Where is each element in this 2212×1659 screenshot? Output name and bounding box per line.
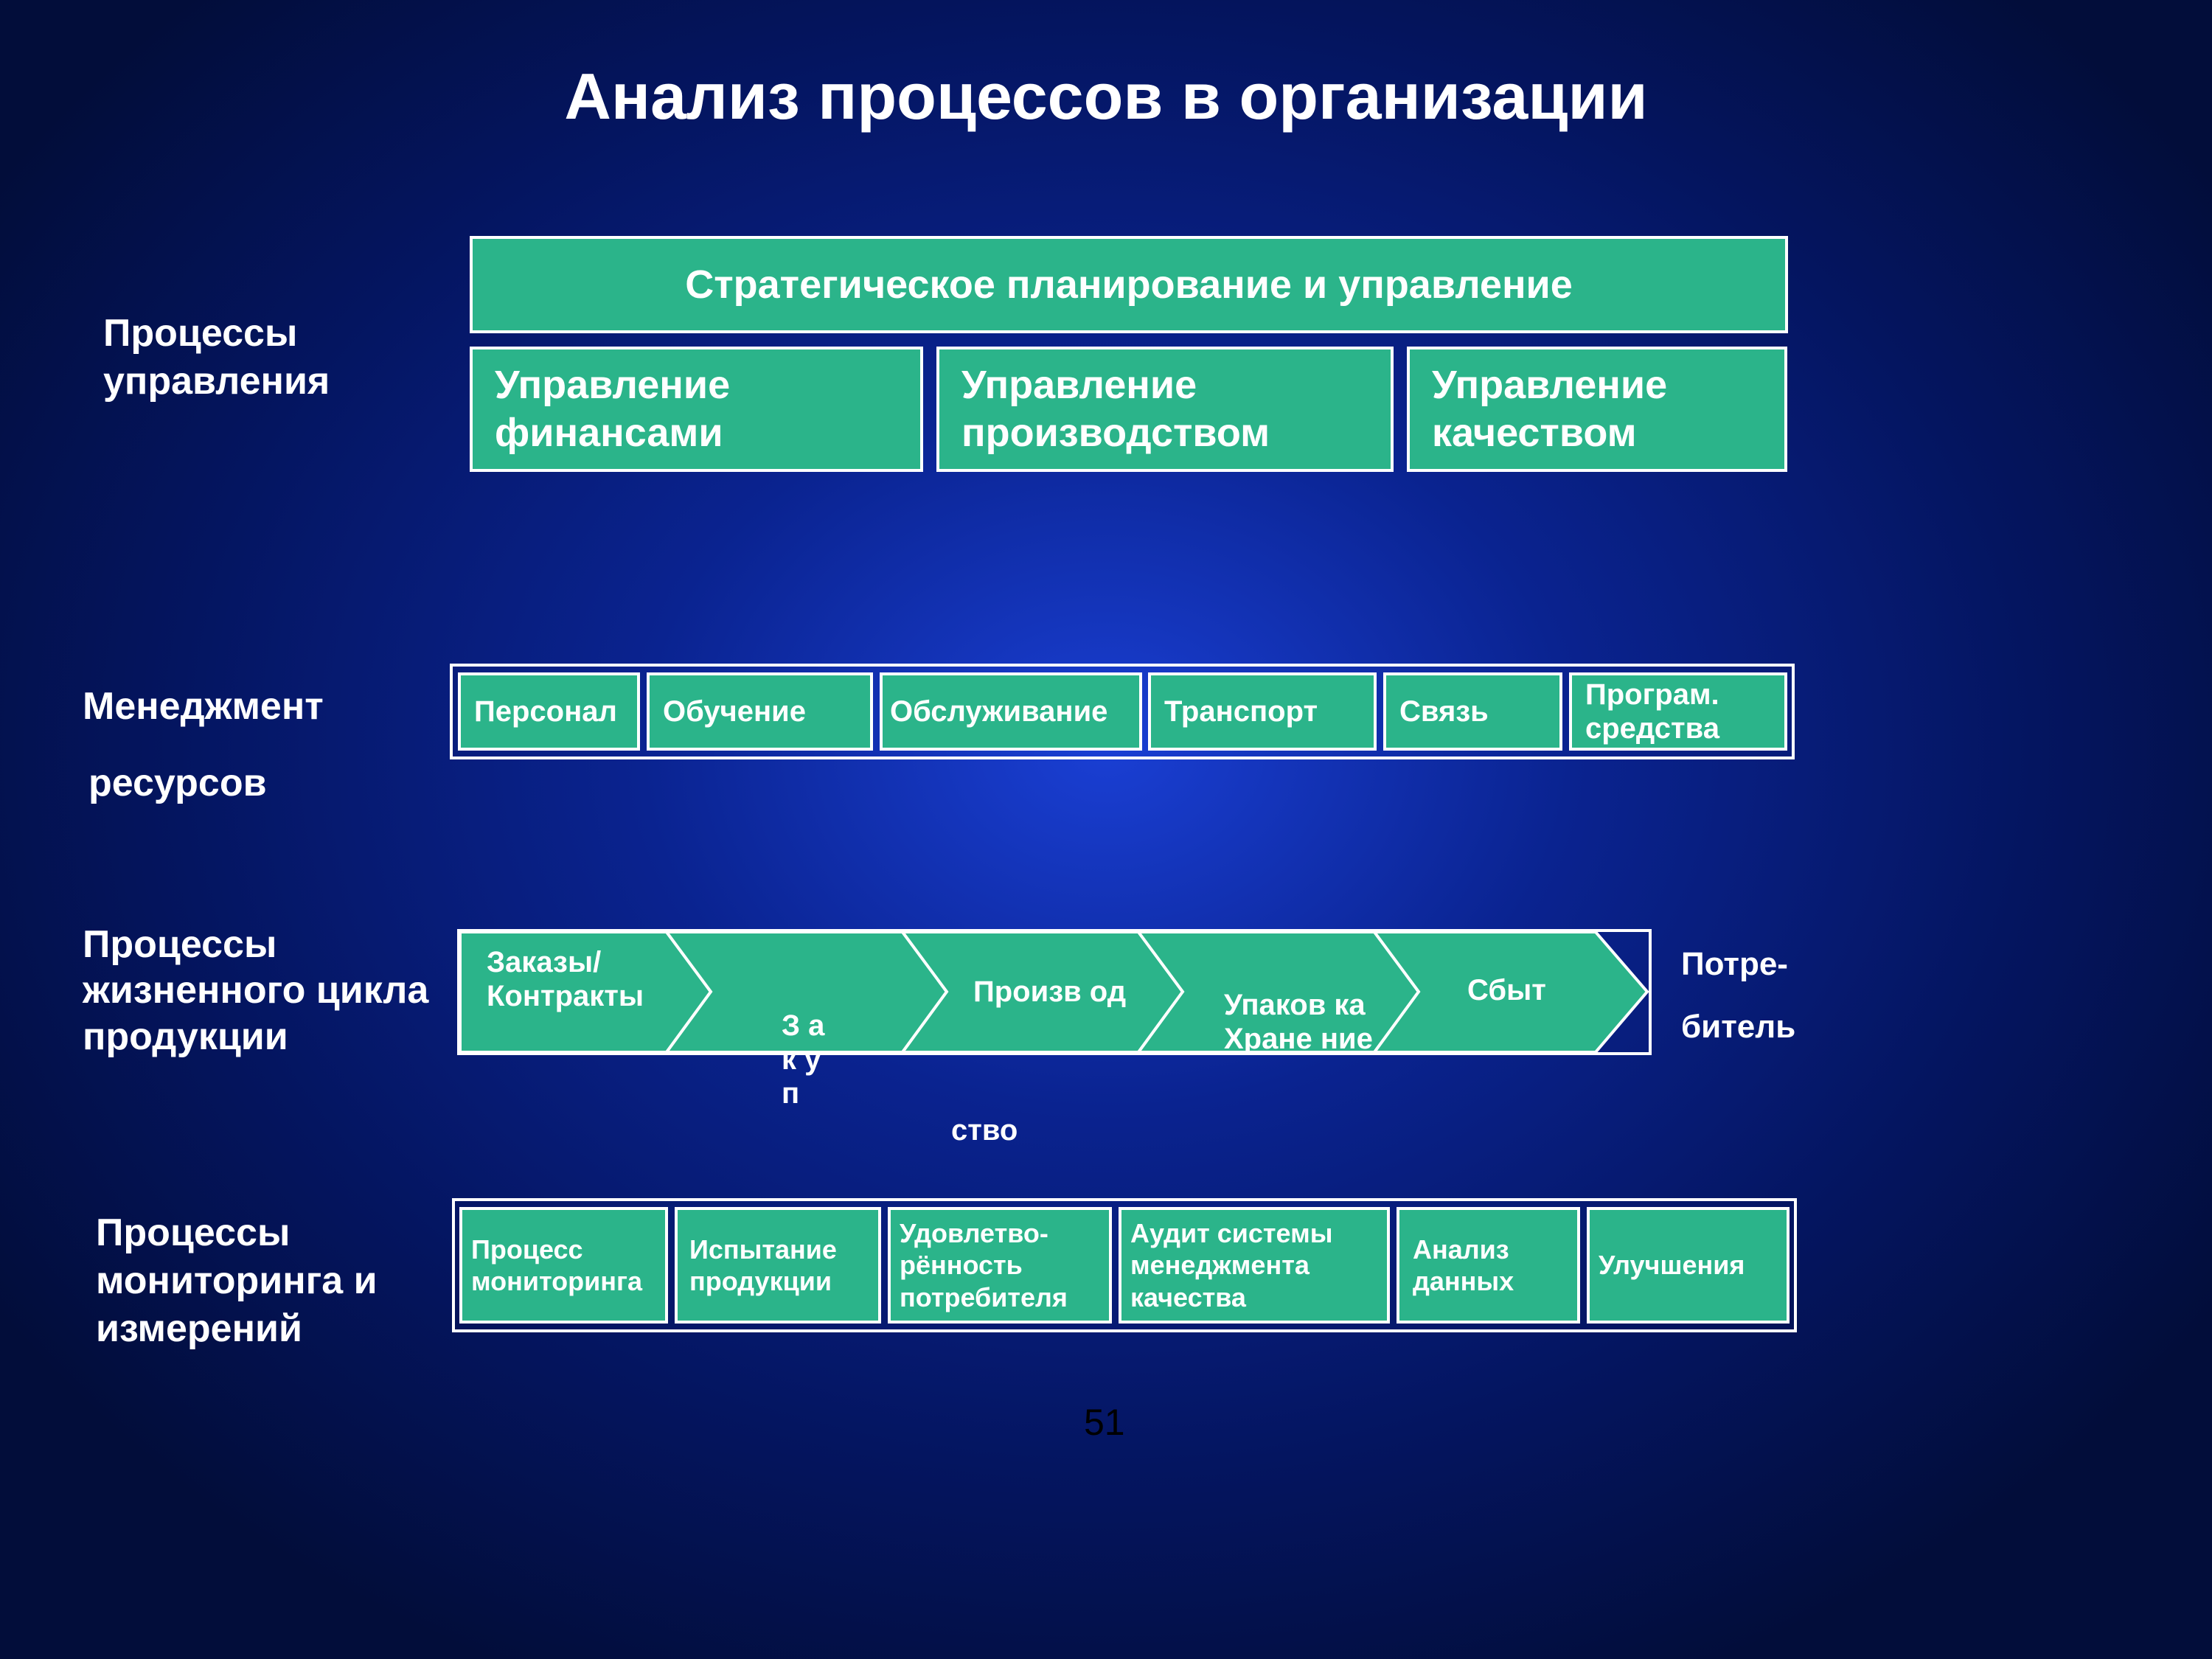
chevron-label-0: Заказы/ Контракты xyxy=(487,945,678,1013)
row1-box-2: Управление качеством xyxy=(1407,347,1787,472)
consumer-label-1: Потре- xyxy=(1681,940,1788,989)
row2-label-line1: Менеджмент xyxy=(83,683,324,731)
row3-label: Процессы жизненного цикла продукции xyxy=(83,922,437,1060)
row1-box-0: Управление финансами xyxy=(470,347,923,472)
row4-box-0: Процесс мониторинга xyxy=(459,1207,668,1324)
row4-box-4: Анализ данных xyxy=(1397,1207,1580,1324)
consumer-label-2: битель xyxy=(1681,1003,1795,1051)
row4-box-3: Аудит системы менеджмента качества xyxy=(1119,1207,1390,1324)
chevron-label-2: Произв од xyxy=(973,975,1135,1009)
row2-box-5: Програм. средства xyxy=(1569,672,1787,751)
row2-label-line2: ресурсов xyxy=(88,759,267,807)
row4-box-1: Испытание продукции xyxy=(675,1207,881,1324)
row2-box-3: Транспорт xyxy=(1148,672,1377,751)
row2-box-0: Персонал xyxy=(458,672,640,751)
row2-box-1: Обучение xyxy=(647,672,873,751)
row4-box-5: Улучшения xyxy=(1587,1207,1790,1324)
chevron-label-4: Сбыт xyxy=(1467,973,1546,1007)
row4-box-2: Удовлетво-рённость потребителя xyxy=(888,1207,1112,1324)
row1-label: Процессы управления xyxy=(103,310,487,406)
row1-box-1: Управление производством xyxy=(936,347,1394,472)
slide-title: Анализ процессов в организации xyxy=(0,59,2212,134)
row2-box-4: Связь xyxy=(1383,672,1562,751)
row2-box-2: Обслуживание xyxy=(880,672,1142,751)
chevron-label-2b: ство xyxy=(951,1113,1018,1147)
row1-top-box: Стратегическое планирование и управление xyxy=(470,236,1788,333)
page-number: 51 xyxy=(1084,1401,1125,1444)
chevron-label-1: З а к у п xyxy=(782,975,841,1110)
row4-label: Процессы мониторинга и измерений xyxy=(96,1209,479,1353)
chevron-label-3: Упаков ка Хране ние xyxy=(1224,988,1401,1056)
